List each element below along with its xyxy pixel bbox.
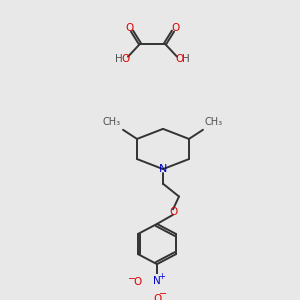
Text: O: O	[169, 207, 177, 217]
Text: O: O	[153, 294, 161, 300]
Text: O: O	[172, 23, 180, 33]
Text: +: +	[159, 272, 165, 281]
Text: CH₃: CH₃	[205, 117, 223, 127]
Text: H: H	[115, 54, 123, 64]
Text: H: H	[182, 54, 190, 64]
Text: O: O	[122, 54, 130, 64]
Text: −: −	[128, 274, 136, 284]
Text: CH₃: CH₃	[103, 117, 121, 127]
Text: O: O	[175, 54, 183, 64]
Text: N: N	[159, 164, 167, 174]
Text: O: O	[125, 23, 133, 33]
Text: N: N	[153, 276, 161, 286]
Text: O: O	[134, 278, 142, 287]
Text: −: −	[159, 289, 167, 299]
